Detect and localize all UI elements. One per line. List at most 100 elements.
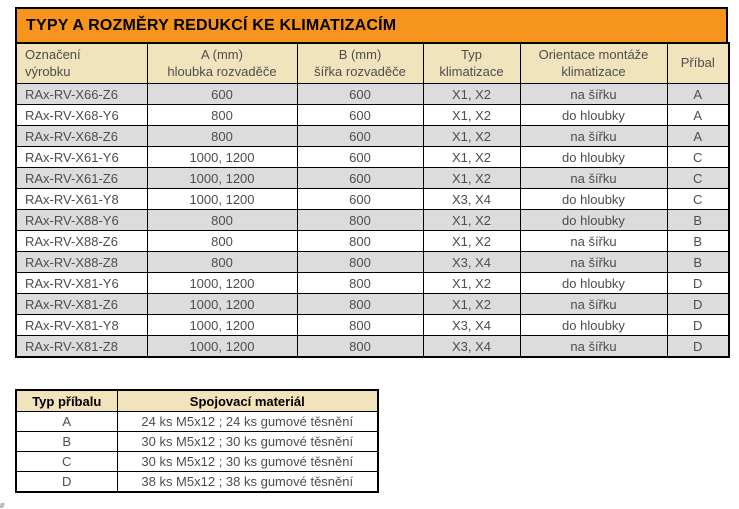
ac-type-cell: X3, X4 — [422, 251, 521, 273]
page-title: TYPY A ROZMĚRY REDUKCÍ KE KLIMATIZACÍM — [15, 7, 728, 42]
depth-a-cell: 1000, 1200 — [146, 188, 298, 210]
width-b-cell: 800 — [296, 230, 424, 252]
accessory-type-cell: D — [666, 335, 730, 358]
col-header-orientation: Orientace montáže klimatizace — [519, 42, 668, 84]
material-cell: 30 ks M5x12 ; 30 ks gumové těsnění — [116, 451, 379, 472]
accessory-type-cell: A — [666, 83, 730, 105]
product-code-cell: RAx-RV-X88-Z8 — [15, 251, 148, 273]
table-row: RAx-RV-X88-Z8 800 800 X3, X4 na šířku B — [15, 251, 730, 273]
accessory-type-cell: A — [666, 125, 730, 147]
accessory-type-cell: D — [666, 272, 730, 294]
orientation-cell: na šířku — [519, 230, 668, 252]
table-row: RAx-RV-X81-Y6 1000, 1200 800 X1, X2 do h… — [15, 272, 730, 294]
width-b-cell: 600 — [296, 188, 424, 210]
ac-type-cell: X1, X2 — [422, 146, 521, 168]
width-b-cell: 600 — [296, 146, 424, 168]
width-b-cell: 600 — [296, 167, 424, 189]
width-b-cell: 800 — [296, 209, 424, 231]
accessory-table-body: A 24 ks M5x12 ; 24 ks gumové těsnění B 3… — [15, 411, 379, 493]
col-header-b-mm: B (mm) šířka rozvaděče — [296, 42, 424, 84]
orientation-cell: do hloubky — [519, 209, 668, 231]
depth-a-cell: 800 — [146, 209, 298, 231]
product-code-cell: RAx-RV-X81-Y6 — [15, 272, 148, 294]
col-header-a-mm: A (mm) hloubka rozvaděče — [146, 42, 298, 84]
depth-a-cell: 1000, 1200 — [146, 293, 298, 315]
col-header-accessory-type: Typ příbalu — [15, 389, 118, 412]
header-row: Označení výrobku A (mm) hloubka rozvaděč… — [15, 42, 730, 84]
ac-type-cell: X1, X2 — [422, 125, 521, 147]
accessory-type-cell: C — [666, 188, 730, 210]
orientation-cell: do hloubky — [519, 104, 668, 126]
ac-type-cell: X1, X2 — [422, 167, 521, 189]
dimensions-table-grid: Označení výrobku A (mm) hloubka rozvaděč… — [15, 42, 730, 358]
table-row: RAx-RV-X61-Y8 1000, 1200 600 X3, X4 do h… — [15, 188, 730, 210]
material-cell: 38 ks M5x12 ; 38 ks gumové těsnění — [116, 471, 379, 493]
ac-type-cell: X1, X2 — [422, 104, 521, 126]
table-row: RAx-RV-X81-Z6 1000, 1200 800 X1, X2 na š… — [15, 293, 730, 315]
width-b-cell: 800 — [296, 335, 424, 358]
table-row: A 24 ks M5x12 ; 24 ks gumové těsnění — [15, 411, 379, 432]
accessory-type-cell: D — [666, 314, 730, 336]
orientation-cell: na šířku — [519, 293, 668, 315]
orientation-cell: do hloubky — [519, 272, 668, 294]
depth-a-cell: 1000, 1200 — [146, 146, 298, 168]
dimensions-table-header: Označení výrobku A (mm) hloubka rozvaděč… — [15, 42, 730, 84]
col-header-accessory: Příbal — [666, 42, 730, 84]
width-b-cell: 800 — [296, 251, 424, 273]
table-row: RAx-RV-X66-Z6 600 600 X1, X2 na šířku A — [15, 83, 730, 105]
table-row: RAx-RV-X61-Y6 1000, 1200 600 X1, X2 do h… — [15, 146, 730, 168]
orientation-cell: do hloubky — [519, 188, 668, 210]
scan-artifact — [0, 503, 5, 508]
depth-a-cell: 1000, 1200 — [146, 167, 298, 189]
accessory-type-cell: D — [15, 471, 118, 493]
material-cell: 30 ks M5x12 ; 30 ks gumové těsnění — [116, 431, 379, 452]
ac-type-cell: X3, X4 — [422, 188, 521, 210]
product-code-cell: RAx-RV-X61-Y8 — [15, 188, 148, 210]
col-header-material: Spojovací materiál — [116, 389, 379, 412]
material-cell: 24 ks M5x12 ; 24 ks gumové těsnění — [116, 411, 379, 432]
depth-a-cell: 800 — [146, 251, 298, 273]
table-row: RAx-RV-X81-Y8 1000, 1200 800 X3, X4 do h… — [15, 314, 730, 336]
product-code-cell: RAx-RV-X81-Y8 — [15, 314, 148, 336]
orientation-cell: na šířku — [519, 83, 668, 105]
accessory-type-cell: C — [666, 146, 730, 168]
accessory-type-cell: B — [666, 230, 730, 252]
ac-type-cell: X1, X2 — [422, 230, 521, 252]
ac-type-cell: X1, X2 — [422, 83, 521, 105]
header-row: Typ příbalu Spojovací materiál — [15, 389, 379, 412]
width-b-cell: 800 — [296, 272, 424, 294]
depth-a-cell: 1000, 1200 — [146, 272, 298, 294]
orientation-cell: na šířku — [519, 125, 668, 147]
orientation-cell: na šířku — [519, 167, 668, 189]
depth-a-cell: 800 — [146, 230, 298, 252]
orientation-cell: do hloubky — [519, 314, 668, 336]
product-code-cell: RAx-RV-X68-Y6 — [15, 104, 148, 126]
dimensions-table: TYPY A ROZMĚRY REDUKCÍ KE KLIMATIZACÍM O… — [15, 7, 730, 358]
accessory-type-cell: B — [15, 431, 118, 452]
accessory-type-cell: A — [15, 411, 118, 432]
depth-a-cell: 800 — [146, 104, 298, 126]
col-header-ac-type: Typ klimatizace — [422, 42, 521, 84]
product-code-cell: RAx-RV-X61-Y6 — [15, 146, 148, 168]
width-b-cell: 600 — [296, 125, 424, 147]
depth-a-cell: 1000, 1200 — [146, 314, 298, 336]
accessory-type-cell: C — [15, 451, 118, 472]
depth-a-cell: 800 — [146, 125, 298, 147]
accessory-type-cell: B — [666, 251, 730, 273]
accessory-table-header: Typ příbalu Spojovací materiál — [15, 389, 379, 412]
ac-type-cell: X3, X4 — [422, 314, 521, 336]
depth-a-cell: 1000, 1200 — [146, 335, 298, 358]
width-b-cell: 800 — [296, 293, 424, 315]
accessory-table-grid: Typ příbalu Spojovací materiál A 24 ks M… — [15, 389, 379, 493]
table-row: RAx-RV-X81-Z8 1000, 1200 800 X3, X4 na š… — [15, 335, 730, 358]
ac-type-cell: X1, X2 — [422, 209, 521, 231]
table-row: B 30 ks M5x12 ; 30 ks gumové těsnění — [15, 431, 379, 452]
orientation-cell: do hloubky — [519, 146, 668, 168]
ac-type-cell: X1, X2 — [422, 293, 521, 315]
width-b-cell: 600 — [296, 104, 424, 126]
product-code-cell: RAx-RV-X88-Y6 — [15, 209, 148, 231]
orientation-cell: na šířku — [519, 251, 668, 273]
table-row: RAx-RV-X88-Z6 800 800 X1, X2 na šířku B — [15, 230, 730, 252]
table-row: RAx-RV-X68-Z6 800 600 X1, X2 na šířku A — [15, 125, 730, 147]
product-code-cell: RAx-RV-X68-Z6 — [15, 125, 148, 147]
